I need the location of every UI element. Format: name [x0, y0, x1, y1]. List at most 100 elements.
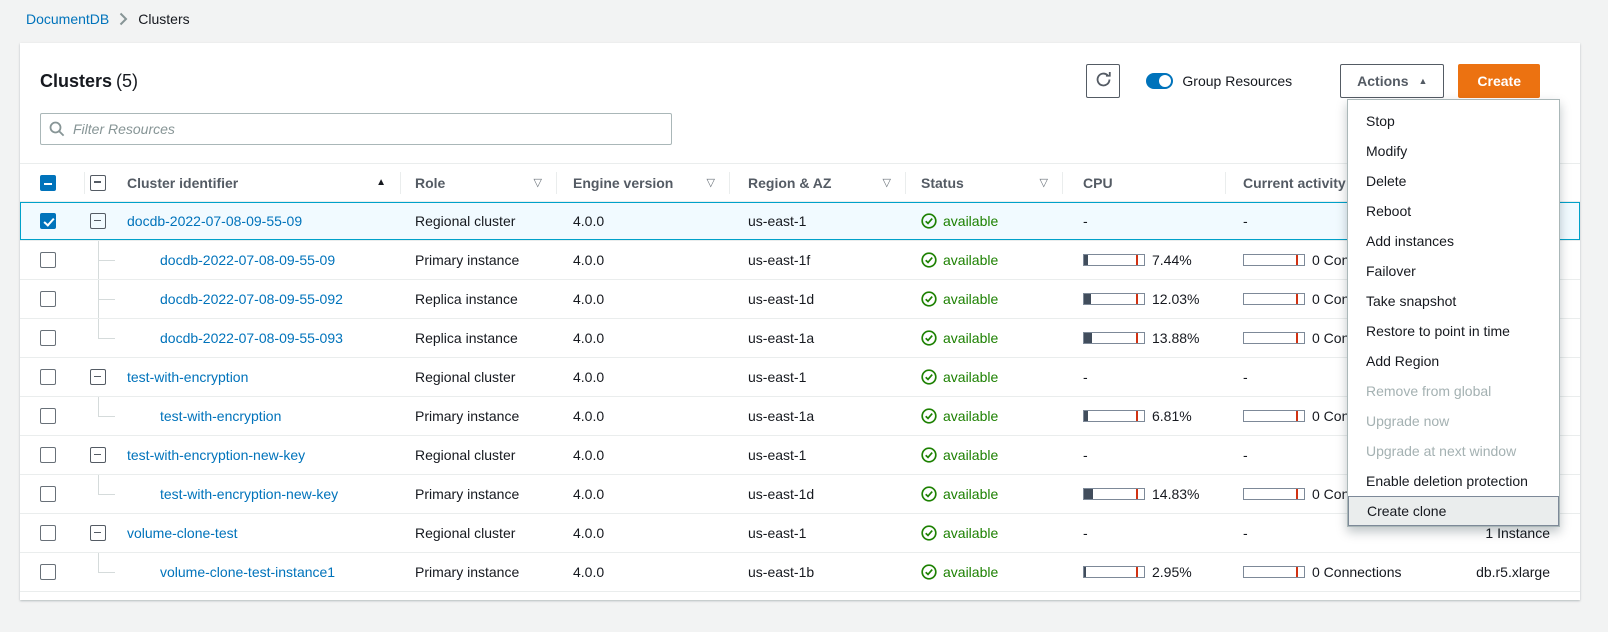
table-row[interactable]: test-with-encryption Regional cluster 4.… — [20, 358, 1580, 397]
filter-input[interactable] — [40, 113, 672, 145]
table-row[interactable]: docdb-2022-07-08-09-55-093 Replica insta… — [20, 319, 1580, 358]
clusters-table: Cluster identifier ▲ Role ▽ Engine versi… — [20, 163, 1580, 592]
status-badge: available — [943, 525, 998, 541]
region-az-cell: us-east-1b — [729, 553, 905, 591]
breadcrumb-root-link[interactable]: DocumentDB — [26, 11, 109, 27]
cluster-identifier-link[interactable]: test-with-encryption-new-key — [127, 447, 305, 463]
actions-menu-item[interactable]: Modify — [1348, 136, 1559, 166]
region-az-cell: us-east-1a — [729, 319, 905, 357]
filter-icon[interactable]: ▽ — [534, 176, 542, 189]
refresh-button[interactable] — [1086, 64, 1120, 98]
row-checkbox[interactable] — [40, 525, 56, 541]
column-header-role[interactable]: Role ▽ — [400, 164, 556, 201]
cluster-identifier-link[interactable]: docdb-2022-07-08-09-55-09 — [160, 252, 335, 268]
filter-icon[interactable]: ▽ — [883, 176, 891, 189]
cluster-identifier-link[interactable]: volume-clone-test-instance1 — [160, 564, 335, 580]
create-button-label: Create — [1477, 73, 1521, 89]
table-row[interactable]: docdb-2022-07-08-09-55-09 Regional clust… — [20, 202, 1580, 241]
clusters-panel: Clusters(5) Group Resources Actions ▲ — [20, 43, 1580, 600]
region-az-cell: us-east-1 — [729, 436, 905, 474]
actions-menu: Stop Modify Delete Reboot Add instances … — [1347, 99, 1560, 527]
tree-connector-line — [98, 416, 115, 417]
cluster-identifier-link[interactable]: docdb-2022-07-08-09-55-09 — [127, 213, 302, 229]
bar-fill — [1084, 411, 1088, 421]
cpu-cell: - — [1062, 202, 1225, 240]
collapse-row-icon[interactable] — [90, 525, 106, 541]
row-checkbox[interactable] — [40, 330, 56, 346]
engine-version-cell: 4.0.0 — [556, 280, 729, 318]
sort-ascending-icon[interactable]: ▲ — [376, 177, 386, 188]
tree-connector-line — [98, 299, 115, 300]
collapse-row-icon[interactable] — [90, 447, 106, 463]
actions-menu-item[interactable]: Take snapshot — [1348, 286, 1559, 316]
filter-icon[interactable]: ▽ — [1040, 176, 1048, 189]
create-button[interactable]: Create — [1458, 64, 1540, 98]
region-az-cell: us-east-1a — [729, 397, 905, 435]
actions-menu-item[interactable]: Add Region — [1348, 346, 1559, 376]
cluster-identifier-link[interactable]: test-with-encryption-new-key — [160, 486, 338, 502]
cluster-identifier-link[interactable]: test-with-encryption — [127, 369, 248, 385]
row-checkbox[interactable] — [40, 252, 56, 268]
status-cell: available — [905, 397, 1062, 435]
column-header-engine-version[interactable]: Engine version ▽ — [556, 164, 729, 201]
utilization-bar — [1243, 332, 1305, 344]
utilization-bar — [1083, 488, 1145, 500]
utilization-bar — [1083, 254, 1145, 266]
row-checkbox[interactable] — [40, 213, 56, 229]
cpu-cell: 12.03% — [1062, 280, 1225, 318]
region-az-cell: us-east-1f — [729, 241, 905, 279]
status-cell: available — [905, 475, 1062, 513]
bar-threshold-tick — [1296, 489, 1298, 499]
bar-threshold-tick — [1296, 333, 1298, 343]
actions-menu-item[interactable]: Failover — [1348, 256, 1559, 286]
bar-threshold-tick — [1136, 489, 1138, 499]
status-available-icon — [921, 252, 937, 268]
tree-connector-line — [98, 553, 99, 572]
filter-icon[interactable]: ▽ — [707, 176, 715, 189]
bar-threshold-tick — [1136, 255, 1138, 265]
actions-menu-item[interactable]: Enable deletion protection — [1348, 466, 1559, 496]
bar-threshold-tick — [1136, 333, 1138, 343]
bar-fill — [1084, 567, 1086, 577]
actions-menu-item[interactable]: Reboot — [1348, 196, 1559, 226]
actions-menu-item[interactable]: Stop — [1348, 106, 1559, 136]
column-header-cluster-identifier[interactable]: Cluster identifier ▲ — [118, 164, 400, 201]
utilization-bar — [1083, 566, 1145, 578]
table-row[interactable]: volume-clone-test Regional cluster 4.0.0… — [20, 514, 1580, 553]
collapse-all-icon[interactable] — [90, 175, 106, 191]
cluster-identifier-link[interactable]: docdb-2022-07-08-09-55-092 — [160, 291, 343, 307]
column-header-region-az[interactable]: Region & AZ ▽ — [729, 164, 905, 201]
column-header-cpu[interactable]: CPU — [1062, 164, 1225, 201]
actions-menu-item[interactable]: Restore to point in time — [1348, 316, 1559, 346]
actions-menu-item[interactable]: Add instances — [1348, 226, 1559, 256]
row-checkbox[interactable] — [40, 486, 56, 502]
collapse-row-icon[interactable] — [90, 369, 106, 385]
row-checkbox[interactable] — [40, 447, 56, 463]
table-row[interactable]: test-with-encryption-new-key Regional cl… — [20, 436, 1580, 475]
actions-button[interactable]: Actions ▲ — [1340, 64, 1444, 98]
cpu-cell: 13.88% — [1062, 319, 1225, 357]
engine-version-cell: 4.0.0 — [556, 202, 729, 240]
table-row[interactable]: docdb-2022-07-08-09-55-092 Replica insta… — [20, 280, 1580, 319]
actions-menu-item[interactable]: Delete — [1348, 166, 1559, 196]
actions-menu-item[interactable]: Create clone — [1348, 496, 1559, 526]
role-cell: Replica instance — [400, 319, 556, 357]
cluster-identifier-link[interactable]: test-with-encryption — [160, 408, 281, 424]
collapse-row-icon[interactable] — [90, 213, 106, 229]
cluster-identifier-link[interactable]: docdb-2022-07-08-09-55-093 — [160, 330, 343, 346]
cluster-identifier-link[interactable]: volume-clone-test — [127, 525, 238, 541]
table-row[interactable]: test-with-encryption Primary instance 4.… — [20, 397, 1580, 436]
utilization-bar — [1083, 293, 1145, 305]
group-resources-toggle[interactable] — [1146, 73, 1173, 89]
table-row[interactable]: test-with-encryption-new-key Primary ins… — [20, 475, 1580, 514]
row-checkbox[interactable] — [40, 564, 56, 580]
chevron-right-icon — [119, 12, 128, 26]
table-row[interactable]: volume-clone-test-instance1 Primary inst… — [20, 553, 1580, 592]
row-checkbox[interactable] — [40, 291, 56, 307]
column-header-status[interactable]: Status ▽ — [905, 164, 1062, 201]
row-checkbox[interactable] — [40, 369, 56, 385]
select-all-checkbox[interactable] — [40, 175, 56, 191]
breadcrumb: DocumentDB Clusters — [26, 11, 190, 27]
table-row[interactable]: docdb-2022-07-08-09-55-09 Primary instan… — [20, 241, 1580, 280]
row-checkbox[interactable] — [40, 408, 56, 424]
